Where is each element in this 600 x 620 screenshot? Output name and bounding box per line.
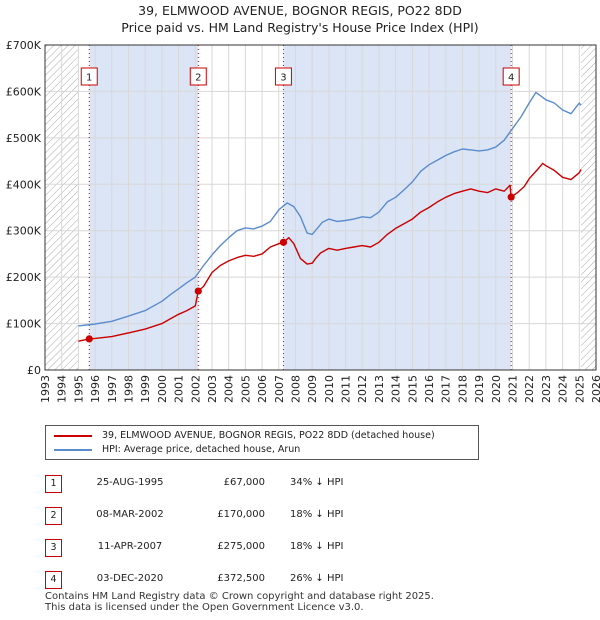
sale-date: 03-DEC-2020 (96, 573, 164, 584)
sale-hpi-relation: 34% ↓ HPI (290, 477, 344, 488)
sale-hpi-relation: 26% ↓ HPI (290, 573, 344, 584)
x-tick-label: 2005 (239, 375, 252, 403)
x-tick-label: 2007 (273, 375, 286, 403)
x-tick-label: 2014 (390, 375, 403, 403)
legend-label-property: 39, ELMWOOD AVENUE, BOGNOR REGIS, PO22 8… (102, 430, 435, 441)
x-tick-label: 1994 (56, 375, 69, 403)
footer-attribution: Contains HM Land Registry data © Crown c… (45, 591, 434, 613)
x-tick-label: 2001 (173, 375, 186, 403)
sale-number-badge: 1 (45, 475, 62, 493)
sale-label-box (80, 67, 98, 86)
x-tick-label: 2026 (590, 375, 600, 403)
x-tick-label: 2000 (156, 375, 169, 403)
x-tick-label: 2004 (223, 375, 236, 403)
sale-label: 4 (508, 73, 514, 84)
sale-date: 25-AUG-1995 (96, 477, 164, 488)
sale-price: £372,500 (217, 573, 265, 584)
sale-point (279, 238, 288, 246)
shaded-period (283, 45, 512, 370)
x-tick-label: 2010 (323, 375, 336, 403)
x-tick-label: 2017 (440, 375, 453, 403)
chart-title-line1: 39, ELMWOOD AVENUE, BOGNOR REGIS, PO22 8… (138, 3, 462, 18)
sale-label: 2 (195, 73, 201, 84)
sale-price: £67,000 (223, 477, 265, 488)
y-tick-label: £400K (6, 178, 42, 191)
y-tick-label: £600K (6, 85, 42, 98)
x-tick-label: 1998 (122, 375, 135, 403)
sale-point (507, 193, 515, 201)
sale-row: 3 11-APR-2007 £275,000 18% ↓ HPI (45, 539, 385, 557)
x-tick-label: 2020 (490, 375, 503, 403)
x-tick-label: 2006 (256, 375, 269, 403)
sale-point (194, 287, 202, 295)
x-tick-label: 1996 (89, 375, 102, 403)
plot-border (44, 44, 597, 371)
x-tick-label: 2024 (557, 375, 570, 403)
x-tick-label: 2023 (540, 375, 553, 403)
sale-hpi-relation: 18% ↓ HPI (290, 509, 344, 520)
sale-number-badge: 4 (45, 571, 62, 589)
chart-title-line2: Price paid vs. HM Land Registry's House … (121, 20, 479, 35)
y-tick-label: £500K (6, 132, 42, 145)
x-tick-label: 2022 (523, 375, 536, 403)
x-tick-label: 2019 (473, 375, 486, 403)
x-tick-label: 1995 (72, 375, 85, 403)
footer-licence: This data is licensed under the Open Gov… (45, 602, 364, 613)
x-tick-label: 2008 (289, 375, 302, 403)
x-tick-label: 2011 (340, 375, 353, 403)
x-tick-label: 1999 (139, 375, 152, 403)
legend-item-property: 39, ELMWOOD AVENUE, BOGNOR REGIS, PO22 8… (54, 429, 435, 443)
y-tick-label: £100K (6, 318, 42, 331)
y-tick-label: £300K (6, 225, 42, 238)
sale-label-box (274, 67, 292, 86)
x-tick-label: 2018 (456, 375, 469, 403)
shaded-period (89, 45, 199, 370)
hpi-line (78, 91, 582, 327)
y-tick-label: £700K (6, 39, 42, 52)
hatched-period (580, 45, 596, 370)
sale-date: 11-APR-2007 (97, 541, 163, 552)
legend-swatch-hpi (54, 448, 92, 451)
x-tick-label: 2003 (206, 375, 219, 403)
sale-date: 08-MAR-2002 (96, 509, 164, 520)
x-tick-label: 2012 (356, 375, 369, 403)
x-tick-label: 2015 (406, 375, 419, 403)
sale-row: 4 03-DEC-2020 £372,500 26% ↓ HPI (45, 571, 385, 589)
x-tick-label: 2021 (507, 375, 520, 403)
sale-number-badge: 2 (45, 507, 62, 525)
x-tick-label: 2025 (573, 375, 586, 403)
sale-price: £275,000 (217, 541, 265, 552)
sale-hpi-relation: 18% ↓ HPI (290, 541, 344, 552)
x-tick-label: 2016 (423, 375, 436, 403)
sale-label-box (189, 67, 207, 86)
x-tick-label: 2009 (306, 375, 319, 403)
legend-item-hpi: HPI: Average price, detached house, Arun (54, 443, 300, 457)
chart-title: 39, ELMWOOD AVENUE, BOGNOR REGIS, PO22 8… (0, 2, 600, 36)
sale-row: 1 25-AUG-1995 £67,000 34% ↓ HPI (45, 475, 385, 493)
footer-copyright: Contains HM Land Registry data © Crown c… (45, 591, 434, 602)
legend-label-hpi: HPI: Average price, detached house, Arun (102, 444, 301, 455)
x-tick-label: 1997 (106, 375, 119, 403)
sale-number-badge: 3 (45, 539, 62, 557)
sale-label: 3 (280, 73, 286, 84)
x-tick-label: 1993 (39, 375, 52, 403)
sale-price: £170,000 (217, 509, 265, 520)
sale-label-box (502, 67, 520, 86)
x-tick-label: 2013 (373, 375, 386, 403)
legend-swatch-property (54, 434, 92, 437)
price-chart: £0 £100K £200K £300K £400K £500K £600K £700K 199… (6, 39, 600, 403)
y-tick-label: £200K (6, 271, 42, 284)
sale-label: 1 (86, 73, 92, 84)
x-tick-label: 2002 (189, 375, 202, 403)
legend: 39, ELMWOOD AVENUE, BOGNOR REGIS, PO22 8… (45, 425, 479, 460)
sale-row: 2 08-MAR-2002 £170,000 18% ↓ HPI (45, 507, 385, 525)
y-tick-label: £0 (27, 364, 41, 377)
sale-point (85, 335, 93, 343)
